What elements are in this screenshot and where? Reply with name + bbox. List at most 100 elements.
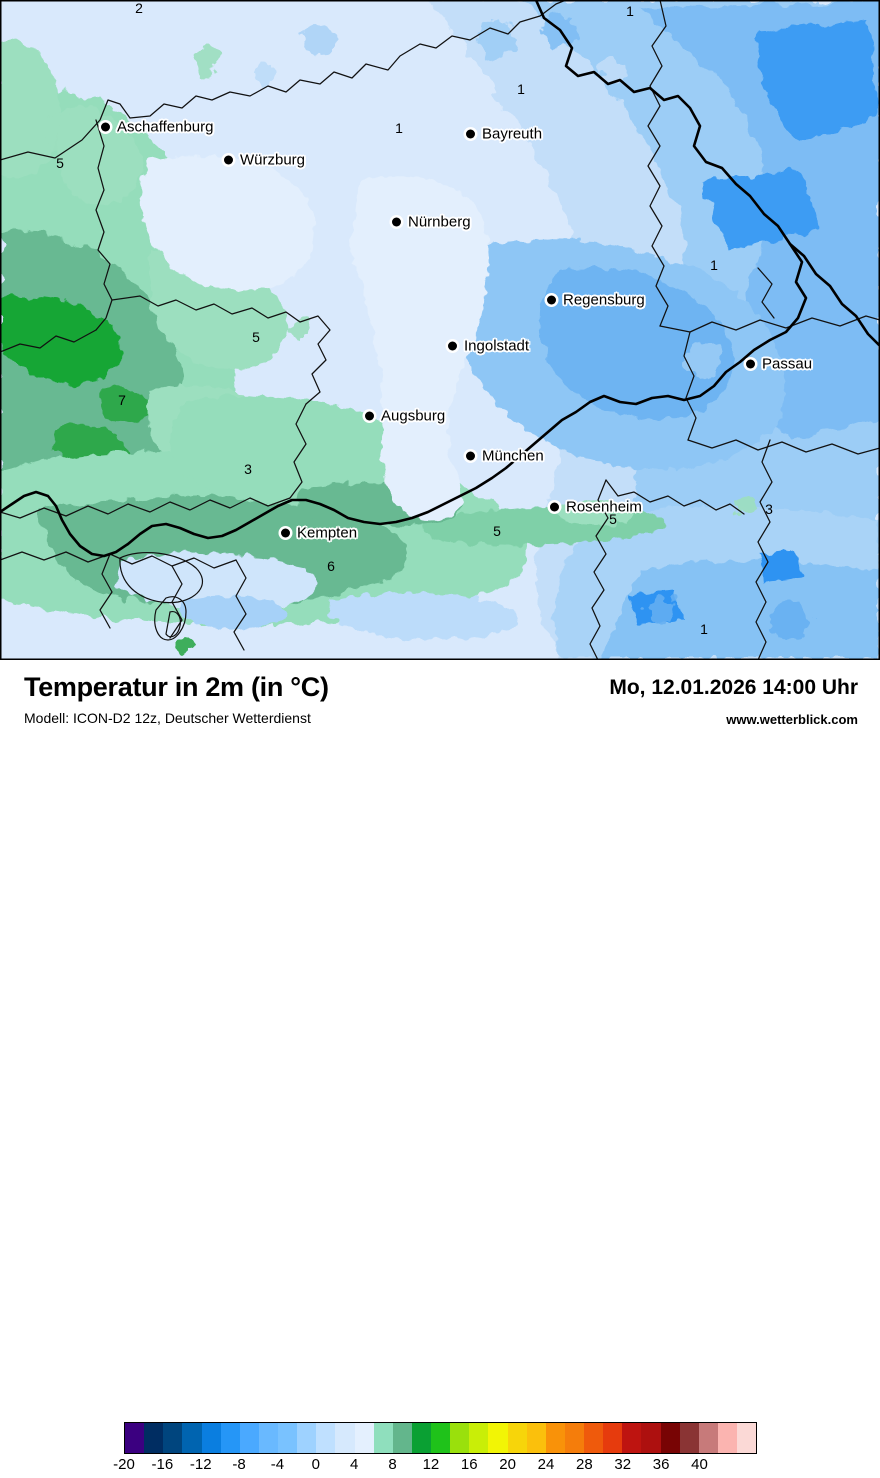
contour-value-label: 1 xyxy=(710,257,718,273)
color-swatch xyxy=(201,1423,221,1453)
color-swatch xyxy=(564,1423,584,1453)
color-scale xyxy=(124,1422,757,1454)
contour-value-label: 7 xyxy=(118,392,126,408)
color-swatch xyxy=(297,1423,317,1453)
color-swatch xyxy=(373,1423,393,1453)
color-swatch xyxy=(220,1423,240,1453)
color-swatch xyxy=(717,1423,737,1453)
city-marker[interactable]: Augsburg xyxy=(365,409,445,424)
color-swatch xyxy=(526,1423,546,1453)
color-swatch xyxy=(278,1423,298,1453)
city-dot-icon xyxy=(281,528,290,538)
color-swatch xyxy=(258,1423,278,1453)
city-label: Regensburg xyxy=(563,291,645,309)
contour-value-label: 3 xyxy=(244,461,252,477)
color-scale-tick-label: 40 xyxy=(691,1456,708,1473)
map-footer: Temperatur in 2m (in °C) Modell: ICON-D2… xyxy=(0,660,880,1473)
color-scale-tick-label: -8 xyxy=(232,1456,246,1473)
color-scale-swatches xyxy=(124,1422,757,1454)
city-marker[interactable]: Rosenheim xyxy=(550,500,642,515)
city-marker[interactable]: Nürnberg xyxy=(392,215,471,230)
color-swatch xyxy=(335,1423,355,1453)
color-swatch xyxy=(698,1423,718,1453)
valid-datetime: Mo, 12.01.2026 14:00 Uhr xyxy=(609,676,858,699)
color-scale-tick-label: 16 xyxy=(460,1456,478,1473)
contour-value-label: 1 xyxy=(626,3,634,19)
contour-value-label: 5 xyxy=(493,523,501,539)
color-scale-tick-label: 12 xyxy=(422,1456,440,1473)
color-swatch xyxy=(144,1423,164,1453)
contour-value-label: 6 xyxy=(327,558,335,574)
color-scale-tick-label: 20 xyxy=(499,1456,516,1473)
color-scale-tick-label: -12 xyxy=(189,1456,212,1473)
city-label: Augsburg xyxy=(381,407,446,425)
city-label: Ingolstadt xyxy=(464,337,530,355)
map-border xyxy=(0,0,880,660)
city-label: Kempten xyxy=(297,524,358,542)
city-marker[interactable]: Ingolstadt xyxy=(448,339,529,354)
city-dot-icon xyxy=(547,295,556,305)
color-swatch xyxy=(622,1423,642,1453)
contour-value-label: 5 xyxy=(252,329,260,345)
color-scale-tick-label: -4 xyxy=(270,1456,285,1473)
color-swatch xyxy=(488,1423,508,1453)
color-scale-tick-label: -20 xyxy=(113,1456,135,1473)
color-swatch xyxy=(163,1423,183,1453)
map-raster xyxy=(0,0,880,660)
color-swatch xyxy=(411,1423,431,1453)
color-swatch xyxy=(239,1423,259,1453)
city-label: Rosenheim xyxy=(566,498,642,516)
contour-value-label: 5 xyxy=(56,155,64,171)
national-borders xyxy=(0,0,880,558)
city-label: Aschaffenburg xyxy=(117,118,214,136)
color-swatch xyxy=(584,1423,604,1453)
city-dot-icon xyxy=(448,341,457,351)
color-swatch xyxy=(737,1423,757,1453)
color-swatch xyxy=(603,1423,623,1453)
city-marker[interactable]: Kempten xyxy=(281,526,357,541)
color-scale-tick-label: 28 xyxy=(576,1456,593,1473)
color-swatch xyxy=(392,1423,412,1453)
city-label: München xyxy=(482,447,544,465)
model-subtitle: Modell: ICON-D2 12z, Deutscher Wetterdie… xyxy=(24,710,311,726)
city-dot-icon xyxy=(101,122,110,132)
color-swatch xyxy=(316,1423,336,1453)
color-swatch xyxy=(545,1423,565,1453)
color-swatch xyxy=(431,1423,451,1453)
color-scale-ticks: -20 -16 -12 -8 -4 0 4 8 12 16 20 24 28 32 36 40 xyxy=(113,1456,757,1478)
color-swatch xyxy=(660,1423,680,1453)
page-title: Temperatur in 2m (in °C) xyxy=(24,672,329,702)
city-dot-icon xyxy=(224,155,233,165)
city-dot-icon xyxy=(550,502,559,512)
contour-value-label: 1 xyxy=(395,120,403,136)
city-label: Passau xyxy=(762,355,813,373)
contour-value-label: 2 xyxy=(135,0,143,16)
city-marker[interactable]: Passau xyxy=(746,357,812,372)
contour-value-label: 5 xyxy=(609,511,617,527)
contour-value-label: 3 xyxy=(765,501,773,517)
color-scale-tick-label: 36 xyxy=(652,1456,670,1473)
city-dot-icon xyxy=(466,451,475,461)
color-swatch xyxy=(450,1423,470,1453)
lake-outlines xyxy=(119,551,203,641)
city-marker[interactable]: München xyxy=(466,449,544,464)
color-scale-tick-label: -16 xyxy=(151,1456,174,1473)
city-marker[interactable]: Würzburg xyxy=(224,153,305,168)
city-marker[interactable]: Bayreuth xyxy=(466,127,542,142)
city-label: Nürnberg xyxy=(408,213,471,231)
color-swatch xyxy=(641,1423,661,1453)
city-marker[interactable]: Regensburg xyxy=(547,293,645,308)
city-label: Würzburg xyxy=(240,151,306,169)
color-scale-tick-label: 24 xyxy=(537,1456,555,1473)
city-marker[interactable]: Aschaffenburg xyxy=(101,120,213,135)
color-swatch xyxy=(469,1423,489,1453)
color-scale-tick-label: 8 xyxy=(388,1456,397,1473)
city-dot-icon xyxy=(746,359,755,369)
color-swatch xyxy=(354,1423,374,1453)
temperature-map[interactable]: 2 1 1 1 1 5 5 7 3 3 5 5 6 1 Aschaffenburg Würzburg Bayr… xyxy=(0,0,880,660)
website-label: www.wetterblick.com xyxy=(726,712,858,727)
color-scale-tick-label: 32 xyxy=(614,1456,632,1473)
contour-value-label: 1 xyxy=(517,81,525,97)
color-swatch xyxy=(182,1423,202,1453)
